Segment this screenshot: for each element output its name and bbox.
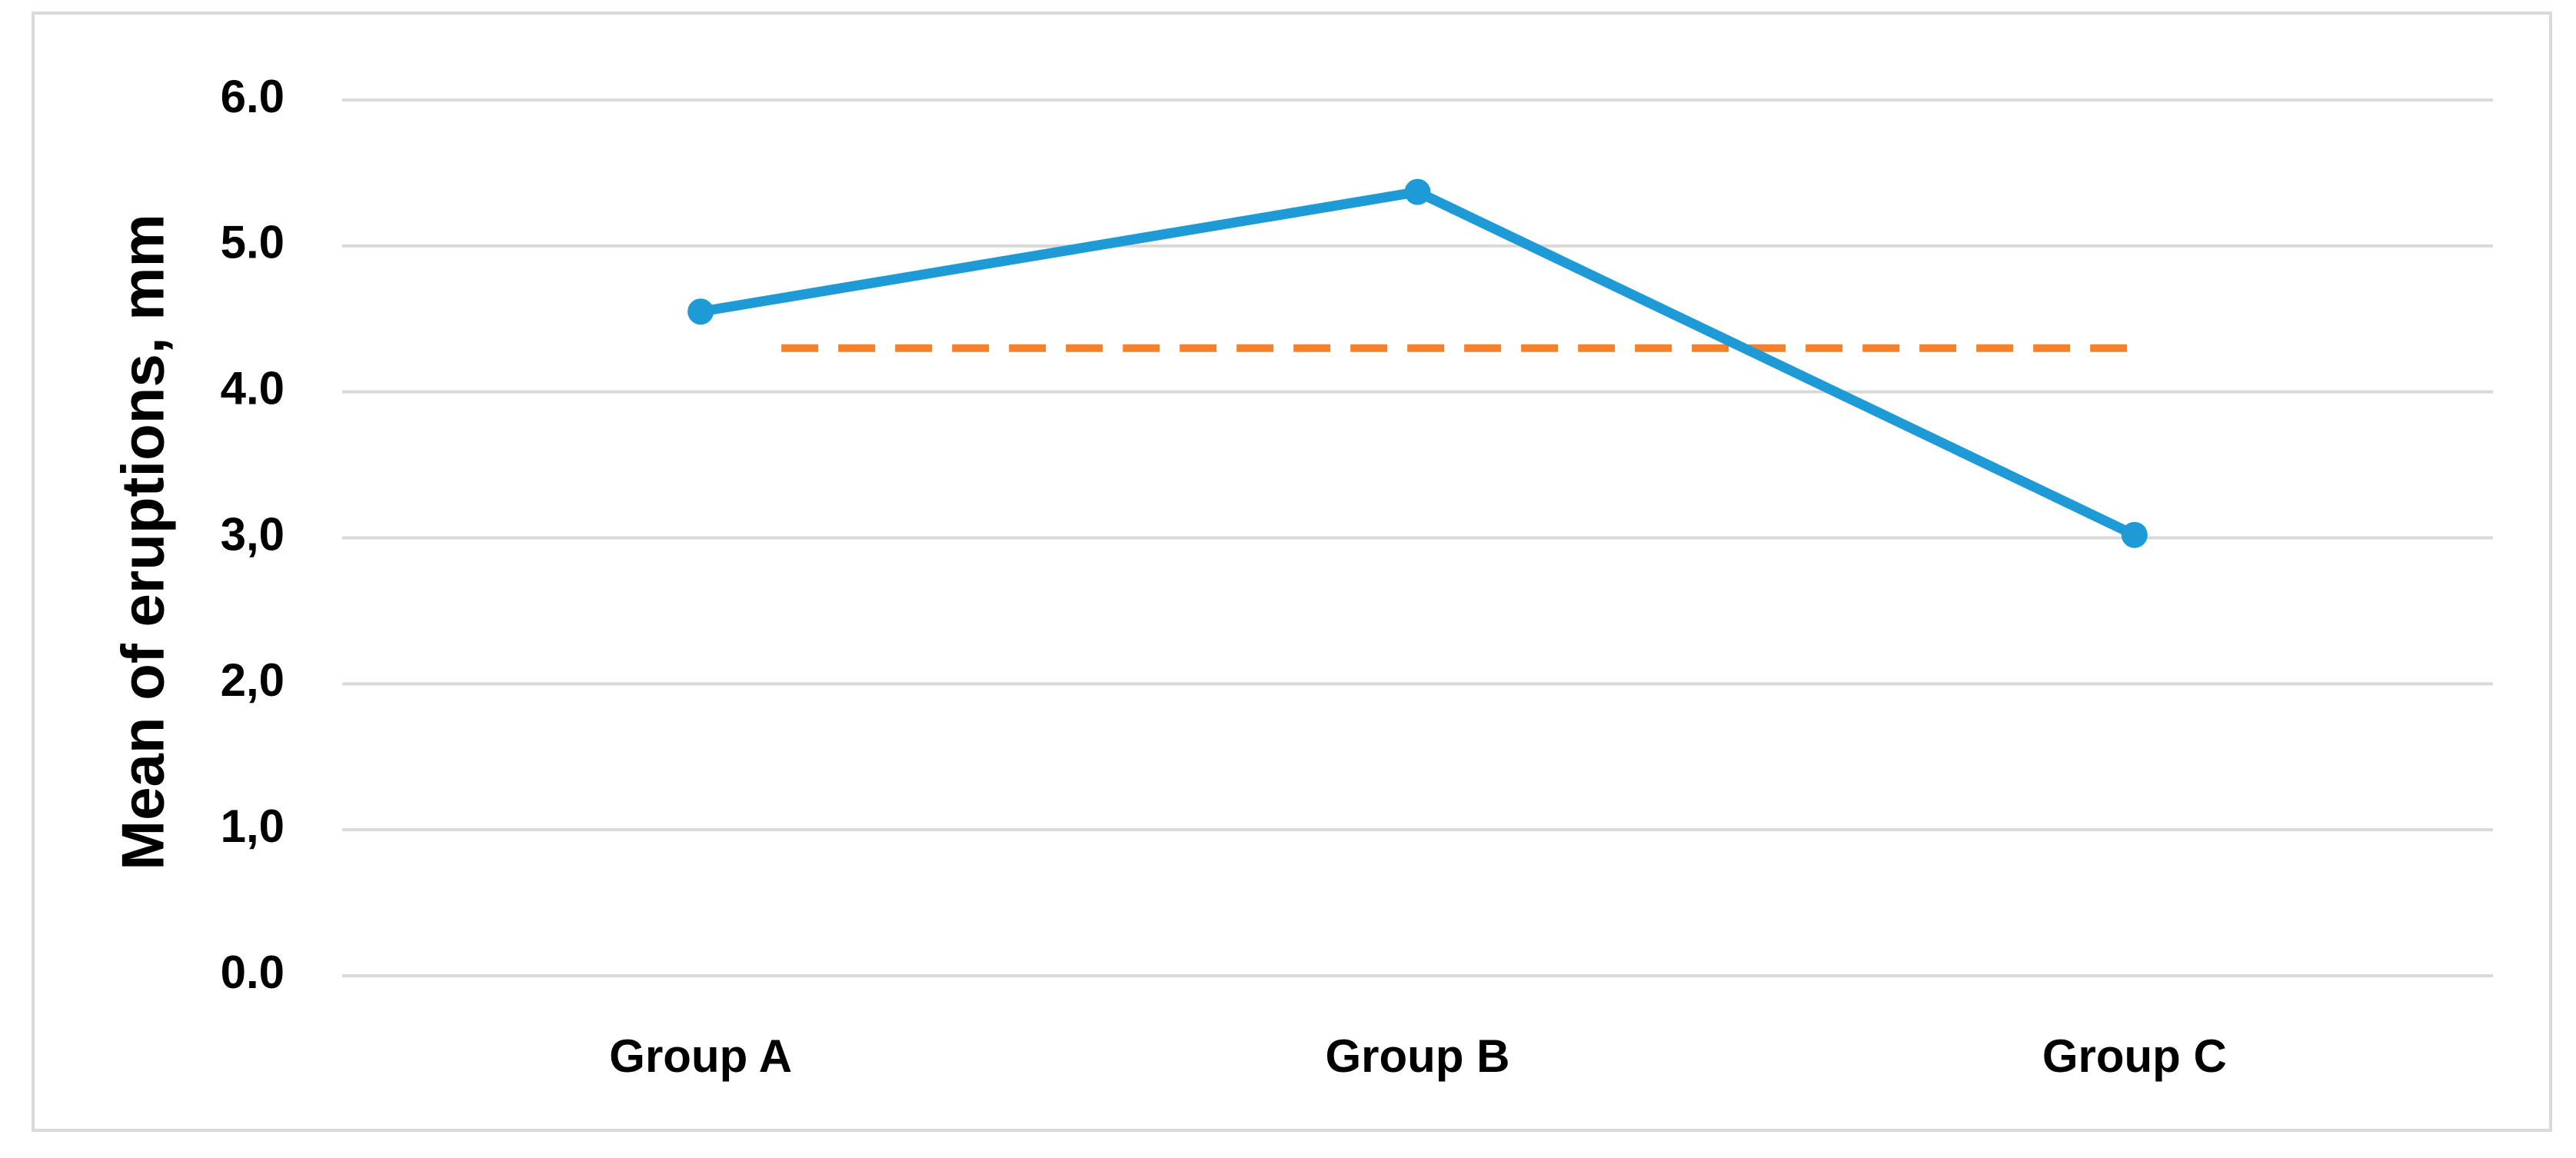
y-tick-label: 5.0 xyxy=(221,217,285,268)
y-tick-label: 3,0 xyxy=(221,508,285,560)
y-tick-label: 2,0 xyxy=(221,654,285,706)
y-tick-label: 1,0 xyxy=(221,800,285,852)
y-tick-label: 6.0 xyxy=(221,71,285,122)
data-point xyxy=(1404,178,1431,205)
data-point xyxy=(2121,521,2148,548)
x-tick-label: Group C xyxy=(2042,1030,2227,1082)
data-point xyxy=(687,298,714,325)
y-tick-label: 4.0 xyxy=(221,363,285,414)
chart-frame xyxy=(32,12,2552,1132)
y-axis-title: Mean of eruptions, mm xyxy=(109,214,177,870)
x-tick-label: Group B xyxy=(1326,1030,1510,1082)
y-tick-label: 0.0 xyxy=(221,947,285,998)
x-tick-label: Group A xyxy=(609,1030,792,1082)
